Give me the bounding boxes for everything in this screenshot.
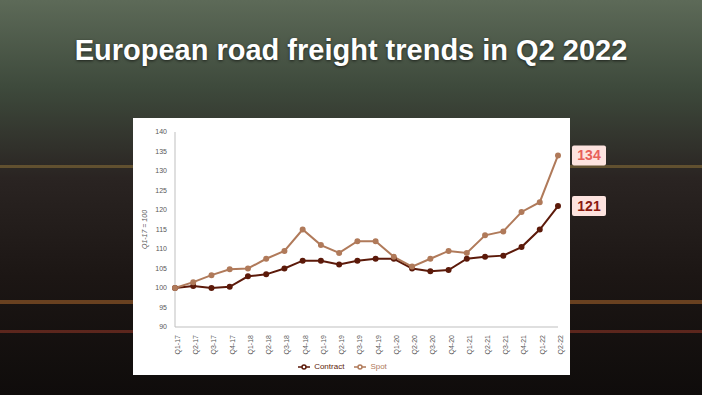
svg-text:Q1-19: Q1-19 bbox=[320, 335, 328, 355]
svg-text:105: 105 bbox=[155, 265, 167, 272]
svg-text:Q2-17: Q2-17 bbox=[192, 335, 200, 355]
svg-text:Q3-21: Q3-21 bbox=[502, 335, 510, 355]
svg-text:Q1-17 = 100: Q1-17 = 100 bbox=[141, 210, 149, 249]
svg-text:Q4-21: Q4-21 bbox=[520, 335, 528, 355]
svg-text:100: 100 bbox=[155, 284, 167, 291]
svg-text:Q1-22: Q1-22 bbox=[539, 335, 547, 355]
svg-text:90: 90 bbox=[159, 323, 167, 330]
svg-text:140: 140 bbox=[155, 128, 167, 135]
svg-text:Q2-21: Q2-21 bbox=[484, 335, 492, 355]
svg-text:Q2-19: Q2-19 bbox=[338, 335, 346, 355]
svg-text:Q3-17: Q3-17 bbox=[210, 335, 218, 355]
svg-text:Q4-20: Q4-20 bbox=[448, 335, 456, 355]
svg-text:95: 95 bbox=[159, 304, 167, 311]
svg-text:115: 115 bbox=[156, 226, 167, 233]
svg-text:Q4-18: Q4-18 bbox=[302, 335, 310, 355]
svg-text:Q3-19: Q3-19 bbox=[356, 335, 364, 355]
svg-text:Q2-20: Q2-20 bbox=[411, 335, 419, 355]
svg-text:Q1-20: Q1-20 bbox=[393, 335, 401, 355]
svg-text:121: 121 bbox=[577, 198, 601, 214]
svg-text:Q1-21: Q1-21 bbox=[466, 335, 474, 355]
svg-text:Q1-18: Q1-18 bbox=[247, 335, 255, 355]
svg-text:130: 130 bbox=[155, 167, 167, 174]
svg-text:Q4-19: Q4-19 bbox=[375, 335, 383, 355]
svg-text:110: 110 bbox=[156, 245, 167, 252]
html-text:European road freight trends i: European road freight trends in Q2 2022 bbox=[74, 34, 628, 66]
svg-text:125: 125 bbox=[155, 187, 167, 194]
svg-text:Q4-17: Q4-17 bbox=[229, 335, 237, 355]
svg-text:120: 120 bbox=[155, 206, 167, 213]
svg-text:134: 134 bbox=[577, 147, 601, 163]
html-text:Contract: Contract bbox=[314, 362, 345, 372]
svg-text:Q3-20: Q3-20 bbox=[429, 335, 437, 355]
svg-text:Q2-22: Q2-22 bbox=[557, 335, 565, 355]
svg-text:Q1-17: Q1-17 bbox=[174, 335, 182, 355]
svg-text:Q3-18: Q3-18 bbox=[283, 335, 291, 355]
svg-text:135: 135 bbox=[155, 148, 167, 155]
html-text:Spot: Spot bbox=[370, 362, 387, 372]
svg-text:Q2-18: Q2-18 bbox=[265, 335, 273, 355]
